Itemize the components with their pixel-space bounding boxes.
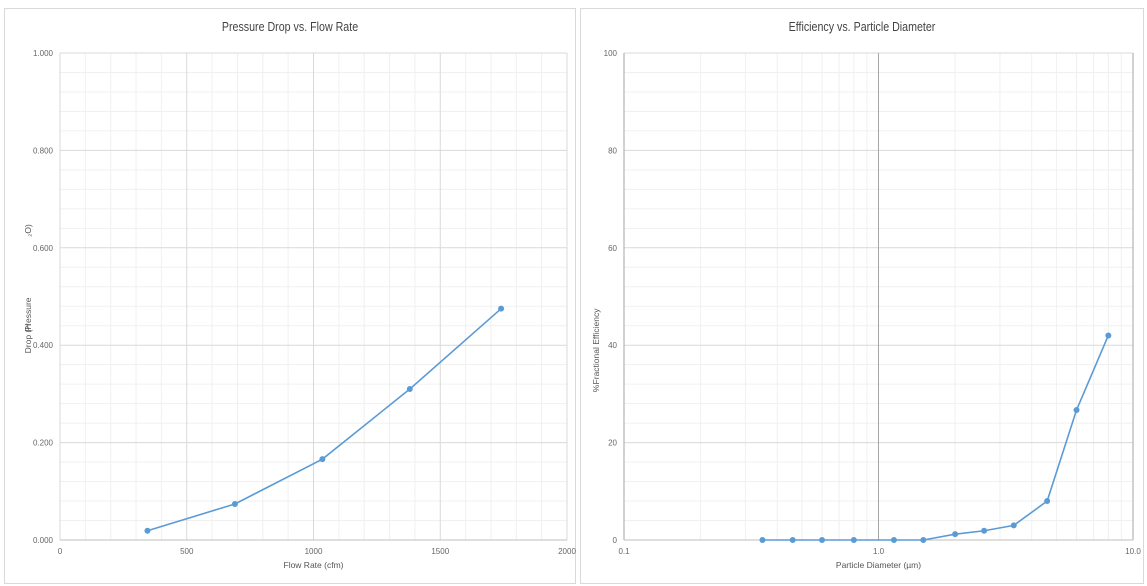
x-tick-label: 10.0 — [1125, 547, 1141, 556]
chart-panel-efficiency: Efficiency vs. Particle Diameter 0 20 40 60… — [580, 8, 1144, 584]
y-tick-label: 0.400 — [33, 341, 54, 350]
y-axis-title: Fractional Efficiency — [591, 308, 601, 385]
y-tick-label: 100 — [604, 49, 618, 58]
y-tick-label: 40 — [608, 341, 617, 350]
data-point — [498, 305, 505, 312]
y-axis-title: Drop (H — [23, 324, 33, 354]
y-tick-label: 80 — [608, 146, 617, 155]
chart-title: Efficiency vs. Particle Diameter — [788, 19, 936, 34]
y-tick-label: 0.000 — [33, 536, 54, 545]
series-line — [147, 308, 502, 532]
y-tick-label: 1.000 — [33, 49, 54, 58]
series-line — [762, 335, 1110, 541]
y-tick-label: 0.800 — [33, 146, 54, 155]
data-point — [231, 500, 238, 507]
efficiency-chart-svg: 0 20 40 60 80 100 0.1 1.0 10.0 Particle Diameter … — [591, 49, 1141, 570]
x-tick-label: 1.0 — [873, 547, 885, 556]
chart-title: Pressure Drop vs. Flow Rate — [221, 19, 359, 34]
x-axis-title: Particle Diameter (µm) — [836, 560, 921, 570]
x-tick-label: 1500 — [431, 547, 449, 556]
x-tick-label: 500 — [180, 547, 194, 556]
data-point — [789, 537, 796, 543]
data-point — [1073, 406, 1080, 413]
data-point — [1105, 332, 1112, 339]
data-point — [920, 537, 927, 543]
data-point — [759, 537, 766, 543]
data-point — [406, 386, 413, 393]
data-point — [890, 537, 897, 543]
pressure-drop-chart-svg: 0.000 0.200 0.400 0.600 0.800 1.000 0 500 1000 15… — [23, 49, 576, 570]
y-axis-title: % — [591, 384, 601, 392]
y-tick-label: 60 — [608, 244, 617, 253]
data-point — [819, 537, 826, 543]
data-point — [1044, 498, 1051, 505]
y-tick-label: 20 — [608, 439, 617, 448]
chart-panel-pressure-drop: Pressure Drop vs. Flow Rate 0.000 0.200 0.… — [4, 8, 576, 584]
x-tick-label: 1000 — [305, 547, 323, 556]
y-tick-label: 0 — [613, 536, 618, 545]
y-tick-label: 0.200 — [33, 439, 54, 448]
data-point — [1010, 522, 1017, 529]
y-tick-label: 0.600 — [33, 244, 54, 253]
x-tick-label: 0.1 — [618, 547, 630, 556]
data-point — [850, 537, 857, 543]
x-axis-title: Flow Rate (cfm) — [284, 560, 344, 570]
data-point — [981, 527, 988, 534]
data-point — [144, 527, 151, 534]
y-axis-title: Pressure — [23, 297, 33, 331]
x-tick-label: 2000 — [558, 547, 576, 556]
x-tick-label: 0 — [58, 547, 63, 556]
y-axis-title: ₂O) — [23, 224, 33, 237]
data-point — [952, 531, 959, 538]
data-point — [319, 456, 326, 463]
